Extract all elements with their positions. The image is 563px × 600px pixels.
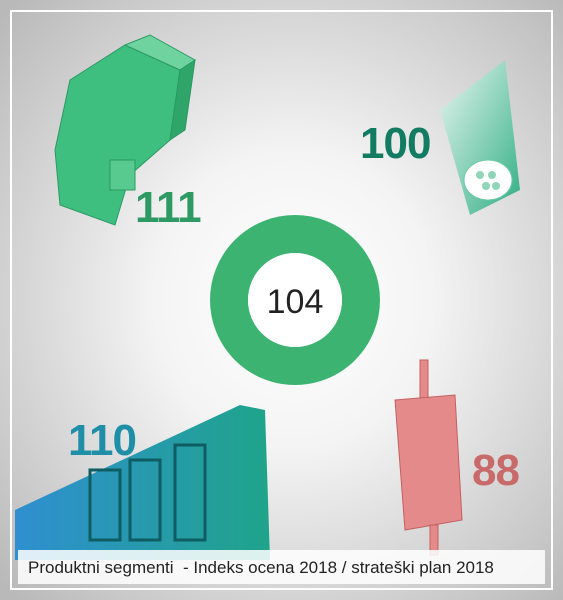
ring	[210, 215, 380, 385]
ring-center	[248, 253, 342, 347]
caption-bar	[18, 550, 545, 584]
cable-illustration	[440, 60, 520, 215]
segment-value: 100	[360, 119, 430, 168]
panel-illustration	[15, 405, 270, 560]
fuse-illustration	[394, 359, 463, 556]
segment-value: 88	[472, 446, 519, 495]
device-illustration	[54, 34, 196, 226]
segment-value: 111	[135, 183, 201, 232]
frame	[10, 10, 553, 590]
caption: Produktni segmenti - Indeks ocena 2018 /…	[28, 558, 494, 577]
center-value: 104	[267, 283, 324, 321]
segment-value: 110	[68, 416, 136, 465]
